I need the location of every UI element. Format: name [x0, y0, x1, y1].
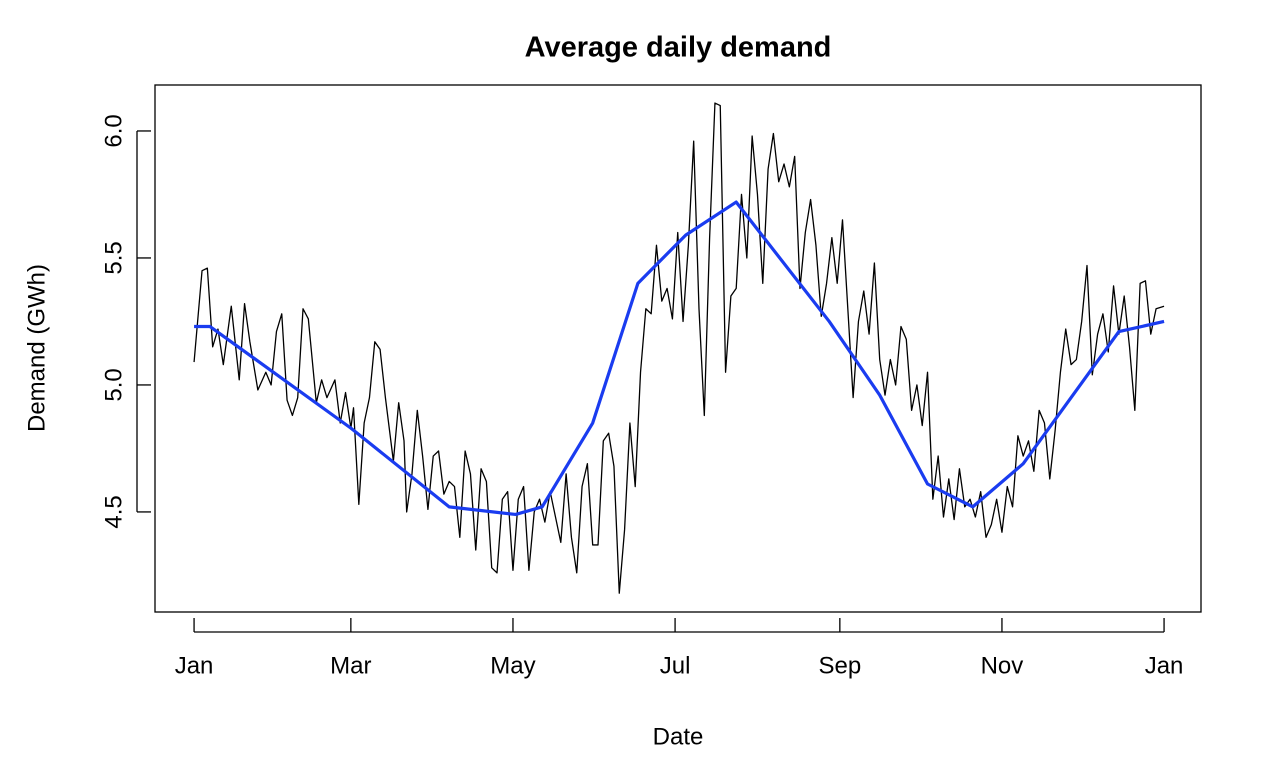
data-line	[194, 200, 1165, 517]
y-tick-label: 4.5	[100, 495, 127, 528]
y-tick-label: 6.0	[100, 114, 127, 147]
x-tick-label: Nov	[981, 652, 1024, 679]
x-tick-label: Jul	[660, 652, 691, 679]
x-axis-label: Date	[653, 723, 704, 750]
x-tick-label: Sep	[818, 652, 861, 679]
y-tick-label: 5.0	[100, 368, 127, 401]
chart-title: Average daily demand	[525, 32, 832, 64]
x-tick-label: Jan	[1145, 652, 1184, 679]
x-tick-label: May	[490, 652, 535, 679]
x-tick-label: Mar	[330, 652, 371, 679]
y-axis-label: Demand (GWh)	[23, 264, 50, 432]
plot-frame	[154, 84, 1202, 613]
x-tick-label: Jan	[175, 652, 214, 679]
data-line	[193, 102, 1165, 594]
y-tick-label: 5.5	[100, 241, 127, 274]
